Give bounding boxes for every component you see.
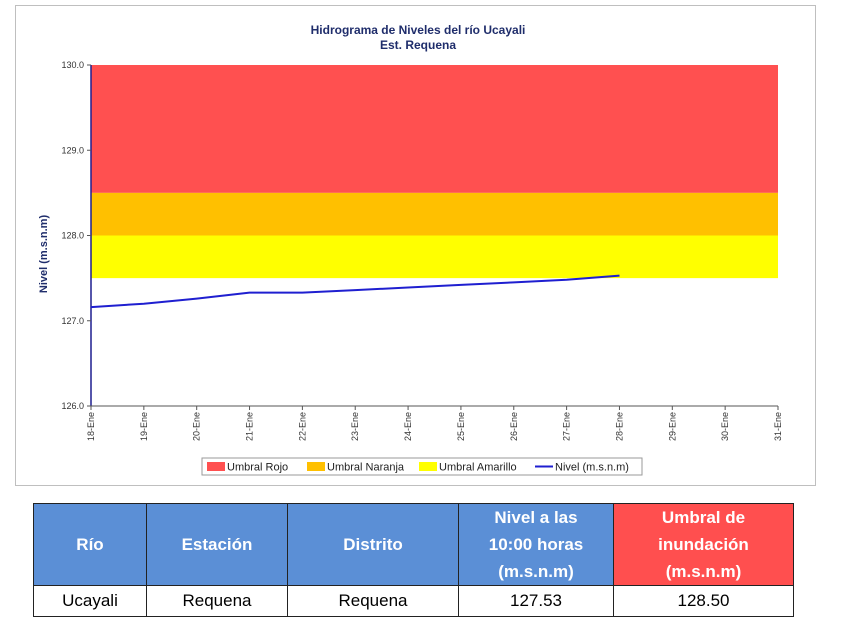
y-tick-labels: 126.0 127.0 128.0 129.0 130.0	[61, 60, 91, 411]
x-tick-label: 30-Ene	[720, 412, 730, 441]
header-rio: Río	[33, 503, 147, 586]
cell-distrito: Requena	[287, 585, 459, 617]
x-tick-label: 29-Ene	[667, 412, 677, 441]
x-tick-label: 21-Ene	[245, 412, 255, 441]
table-header-row: Río Estación Distrito Nivel a las 10:00 …	[33, 503, 794, 586]
x-tick-label: 28-Ene	[614, 412, 624, 441]
y-tick-label: 126.0	[61, 401, 84, 411]
x-tick-label: 25-Ene	[456, 412, 466, 441]
legend-umbral-amarillo-swatch	[419, 462, 437, 471]
chart-frame: Hidrograma de Niveles del río Ucayali Es…	[15, 5, 816, 486]
legend-nivel-label: Nivel (m.s.n.m)	[555, 462, 629, 474]
header-nivel-line-2: 10:00 horas	[488, 535, 584, 554]
x-tick-label: 24-Ene	[403, 412, 413, 441]
x-tick-label: 31-Ene	[773, 412, 783, 441]
header-distrito: Distrito	[287, 503, 459, 586]
series-line-nivel	[90, 274, 620, 309]
header-nivel: Nivel a las 10:00 horas (m.s.n.m)	[458, 503, 614, 586]
chart-subtitle: Est. Requena	[380, 38, 456, 52]
hydrograph-chart: Hidrograma de Niveles del río Ucayali Es…	[38, 23, 783, 476]
header-nivel-line-3: (m.s.n.m)	[498, 562, 574, 581]
x-tick-label: 20-Ene	[192, 412, 202, 441]
x-tick-label: 19-Ene	[139, 412, 149, 441]
legend-umbral-naranja-swatch	[307, 462, 325, 471]
header-umbral-line-1: Umbral de	[661, 508, 746, 527]
x-tick-label: 26-Ene	[509, 412, 519, 441]
legend-umbral-naranja-label: Umbral Naranja	[327, 462, 405, 474]
x-tick-label: 22-Ene	[297, 412, 307, 441]
x-tick-label: 27-Ene	[562, 412, 572, 441]
x-tick-labels: 18-Ene 19-Ene 20-Ene 21-Ene 22-Ene 23-Ene 24-E…	[86, 406, 783, 441]
y-tick-label: 127.0	[61, 316, 84, 326]
header-nivel-line-1: Nivel a las	[494, 508, 578, 527]
header-umbral-line-3: (m.s.n.m)	[665, 562, 742, 581]
cell-nivel: 127.53	[458, 585, 614, 617]
legend-umbral-amarillo-label: Umbral Amarillo	[439, 462, 517, 474]
legend: Umbral Rojo Umbral Naranja Umbral Amarillo…	[201, 457, 643, 476]
threshold-bands	[91, 65, 778, 279]
table-row: Ucayali Requena Requena 127.53 128.50	[33, 585, 794, 617]
x-tick-label: 23-Ene	[350, 412, 360, 441]
cell-rio: Ucayali	[33, 585, 147, 617]
header-umbral: Umbral de inundación (m.s.n.m)	[613, 503, 794, 586]
info-table: Río Estación Distrito Nivel a las 10:00 …	[33, 503, 794, 617]
band-umbral-naranja	[91, 192, 778, 236]
y-tick-label: 130.0	[61, 60, 84, 70]
band-umbral-rojo	[91, 65, 778, 193]
chart-title: Hidrograma de Niveles del río Ucayali	[311, 23, 526, 37]
y-axis-label: Nivel (m.s.n.m)	[38, 215, 50, 294]
series	[90, 274, 620, 309]
cell-umbral: 128.50	[613, 585, 794, 617]
header-umbral-line-2: inundación	[658, 535, 749, 554]
band-umbral-amarillo	[91, 235, 778, 279]
y-tick-label: 129.0	[61, 145, 84, 155]
y-tick-label: 128.0	[61, 231, 84, 241]
legend-umbral-rojo-swatch	[207, 462, 225, 471]
cell-estacion: Requena	[146, 585, 288, 617]
legend-umbral-rojo-label: Umbral Rojo	[227, 462, 288, 474]
header-estacion: Estación	[146, 503, 288, 586]
x-tick-label: 18-Ene	[86, 412, 96, 441]
